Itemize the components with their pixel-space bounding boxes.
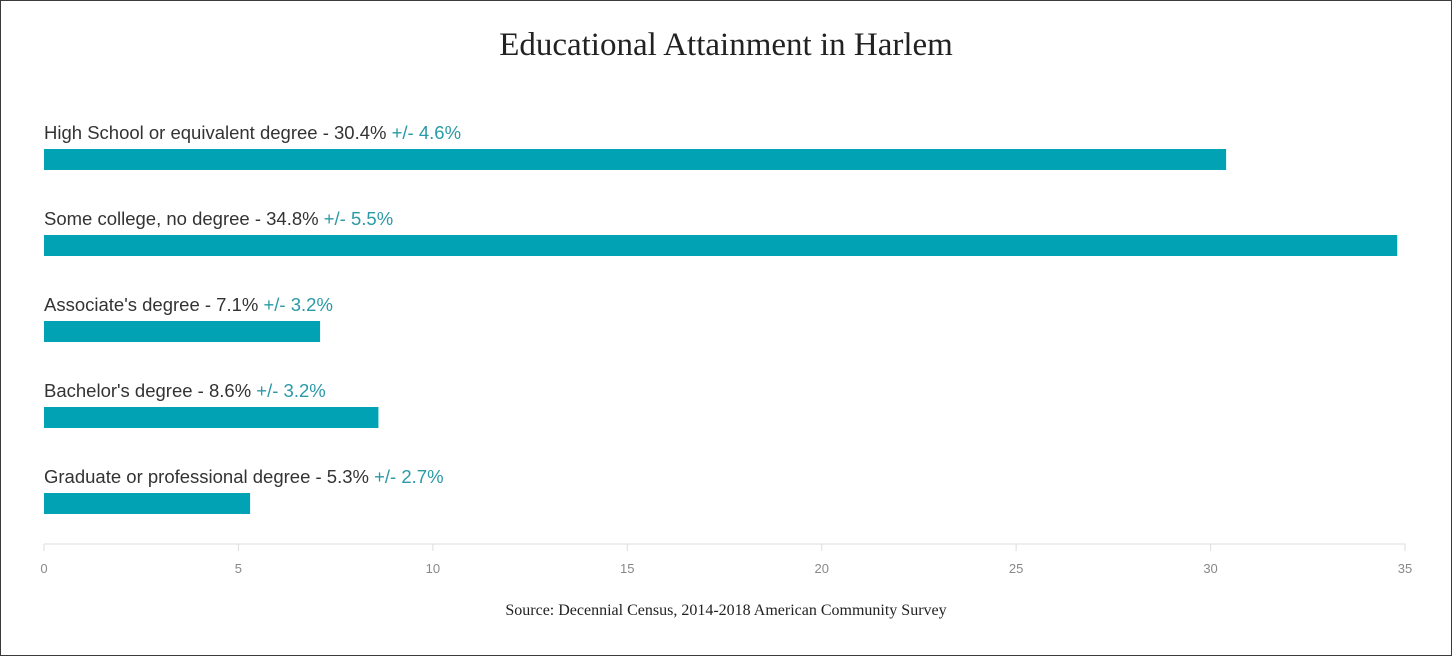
margin-of-error-label: +/- 4.6% (392, 122, 461, 143)
bar (44, 407, 379, 428)
bar-label: Some college, no degree - 34.8% +/- 5.5% (44, 208, 393, 229)
chart-title: Educational Attainment in Harlem (499, 27, 953, 63)
bar-label: High School or equivalent degree - 30.4%… (44, 122, 461, 143)
bar-label-text: Some college, no degree - 34.8% (44, 208, 324, 229)
bar-label-text: Associate's degree - 7.1% (44, 294, 263, 315)
x-tick-label: 0 (40, 561, 47, 576)
bar-label: Graduate or professional degree - 5.3% +… (44, 466, 444, 487)
x-tick-label: 35 (1398, 561, 1412, 576)
margin-of-error-label: +/- 5.5% (324, 208, 393, 229)
bar (44, 321, 321, 342)
x-tick-label: 5 (235, 561, 242, 576)
x-tick-label: 20 (814, 561, 828, 576)
bar (44, 149, 1227, 170)
x-tick-label: 10 (426, 561, 440, 576)
bar-label: Bachelor's degree - 8.6% +/- 3.2% (44, 380, 326, 401)
bar-label-text: High School or equivalent degree - 30.4% (44, 122, 392, 143)
x-tick-label: 15 (620, 561, 634, 576)
margin-of-error-label: +/- 3.2% (256, 380, 325, 401)
bar (44, 235, 1398, 256)
bar (44, 493, 251, 514)
source-note: Source: Decennial Census, 2014-2018 Amer… (505, 602, 947, 619)
bar-label-text: Bachelor's degree - 8.6% (44, 380, 256, 401)
margin-of-error-label: +/- 3.2% (263, 294, 332, 315)
margin-of-error-label: +/- 2.7% (374, 466, 443, 487)
x-tick-label: 30 (1203, 561, 1217, 576)
x-tick-label: 25 (1009, 561, 1023, 576)
bar-label-text: Graduate or professional degree - 5.3% (44, 466, 374, 487)
bar-label: Associate's degree - 7.1% +/- 3.2% (44, 294, 333, 315)
